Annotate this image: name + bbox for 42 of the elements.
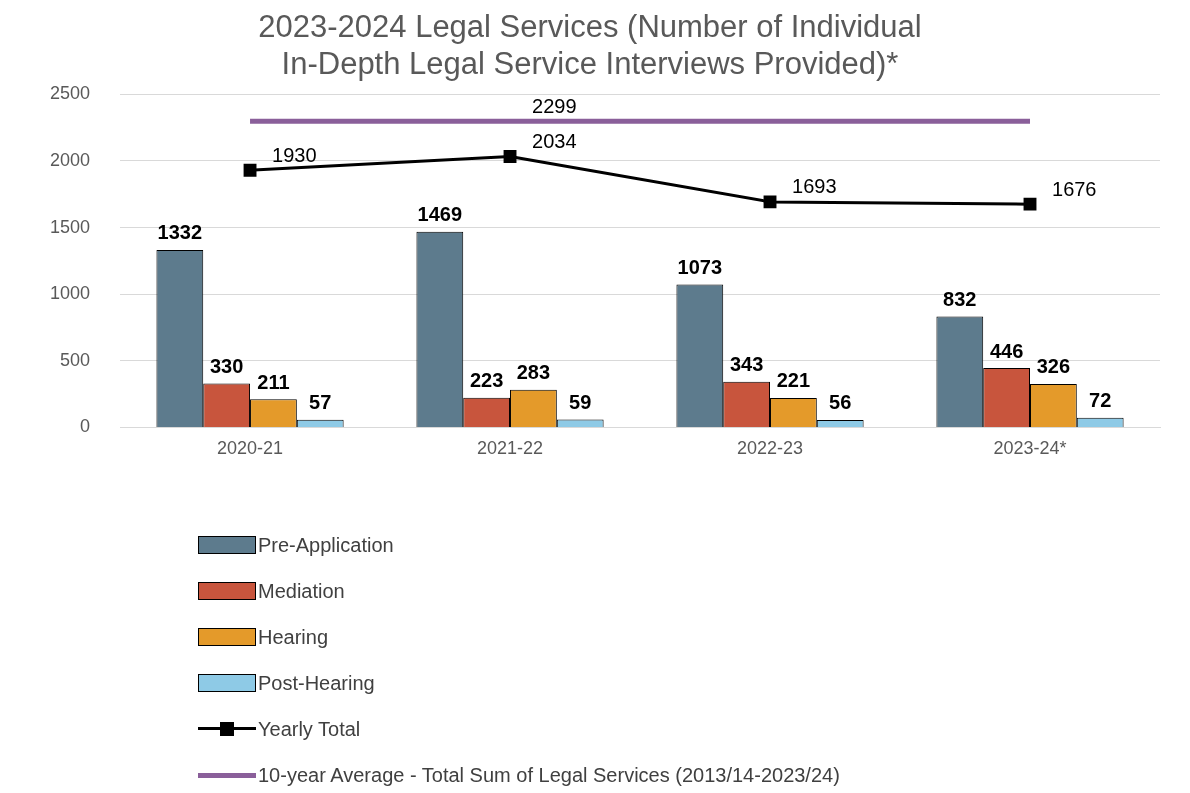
data-label: 446 (989, 339, 1024, 362)
data-label: 2299 (532, 94, 577, 117)
y-tick-label: 500 (60, 349, 91, 370)
data-label: 326 (1036, 355, 1071, 378)
data-label: 832 (943, 288, 977, 311)
data-label: 223 (469, 369, 504, 392)
point (243, 163, 257, 177)
legend-label: Yearly Total (258, 717, 361, 741)
data-label: 1073 (677, 255, 723, 278)
x-tick-label: 2021-22 (477, 438, 544, 459)
y-tick-label: 1500 (50, 216, 91, 237)
data-label: 2034 (532, 129, 577, 152)
data-label: 1930 (272, 143, 317, 166)
legend-label: 10-year Average - Total Sum of Legal Services (2013/14-2023/24) (258, 763, 840, 787)
data-label: 1469 (417, 203, 463, 226)
x-tick-label: 2020-21 (217, 438, 284, 459)
y-tick-label: 0 (80, 416, 91, 437)
data-label: 1676 (1052, 177, 1097, 200)
data-label: 72 (1089, 389, 1112, 412)
chart-title: 2023-2024 Legal Services (Number of Individual In-Depth Legal Service Interviews Provided)* (258, 9, 922, 82)
data-label: 343 (729, 353, 764, 376)
data-label: 221 (776, 369, 811, 392)
point (1023, 197, 1037, 211)
point (763, 195, 777, 209)
x-tick-label: 2022-23 (736, 438, 804, 459)
y-tick-label: 2000 (50, 149, 91, 170)
data-label: 56 (829, 391, 852, 414)
legend-label: Post-Hearing (258, 671, 375, 695)
legend-label: Pre-Application (258, 533, 394, 557)
legend-label: Hearing (258, 625, 329, 649)
x-tick-label: 2023-24* (993, 438, 1067, 459)
y-tick-label: 2500 (50, 83, 91, 104)
data-label: 57 (309, 391, 332, 414)
data-label: 283 (516, 361, 551, 384)
data-label: 1332 (157, 221, 203, 244)
data-label: 59 (569, 391, 592, 414)
data-label: 330 (209, 354, 244, 377)
legend-label: Mediation (258, 579, 345, 603)
point (503, 150, 517, 163)
data-label: 1693 (792, 175, 837, 198)
data-label: 211 (257, 370, 290, 393)
y-tick-label: 1000 (50, 283, 91, 304)
